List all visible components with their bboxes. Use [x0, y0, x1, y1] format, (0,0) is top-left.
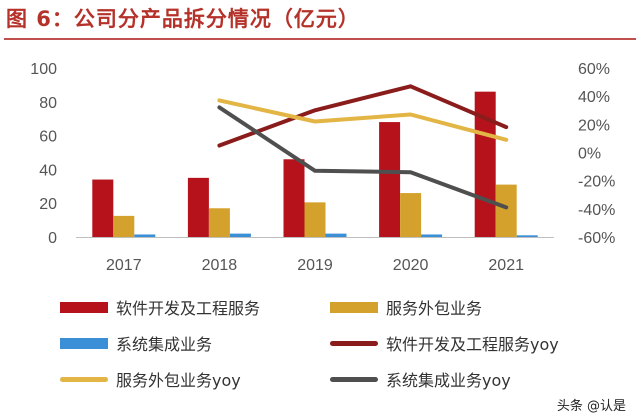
line-series-0: [217, 84, 509, 148]
chart-plot: 0 20 40 60 80 100 -60% -40% -20% 0% 20% 40% 60% 201…: [30, 61, 615, 274]
legend-item-integration: 系统集成业务: [60, 328, 212, 358]
x-tick-label: 2020: [393, 257, 429, 274]
legend: 软件开发及工程服务 服务外包业务 系统集成业务 软件开发及工程服务yoy 服务外…: [0, 286, 640, 394]
y-right-tick-label: 0%: [578, 146, 601, 163]
bar-2-2021: [516, 235, 538, 237]
bar-2-2017: [134, 234, 156, 237]
bar-2-2019: [325, 233, 347, 237]
bar-1-2017: [113, 215, 135, 237]
y-right-tick-label: 20%: [578, 117, 610, 134]
legend-label-outsourcing: 服务外包业务: [386, 299, 483, 318]
bar-2-2020: [421, 234, 443, 237]
legend-swatch-outsourcing-yoy: [60, 376, 108, 382]
bar-0-2020: [379, 122, 401, 237]
bar-1-2018: [208, 208, 230, 237]
bar-1-2020: [400, 193, 422, 237]
legend-swatch-integration: [60, 337, 108, 349]
legend-item-outsourcing-yoy: 服务外包业务yoy: [60, 364, 241, 394]
x-tick-label: 2017: [106, 257, 142, 274]
legend-label-integration: 系统集成业务: [116, 335, 213, 354]
legend-label-integration-yoy: 系统集成业务yoy: [386, 371, 511, 390]
legend-label-software: 软件开发及工程服务: [116, 299, 261, 318]
y-right-tick-label: 60%: [578, 61, 610, 78]
x-tick-label: 2019: [297, 257, 333, 274]
legend-swatch-software: [60, 301, 108, 313]
legend-swatch-integration-yoy: [330, 376, 378, 382]
bar-2-2018: [229, 233, 251, 237]
y-left-tick-label: 40: [39, 162, 57, 179]
y-left-tick-label: 0: [48, 230, 57, 247]
x-axis-labels: 2017 2018 2019 2020 2021: [106, 257, 524, 274]
bar-0-2018: [187, 177, 209, 237]
legend-item-software-yoy: 软件开发及工程服务yoy: [330, 328, 559, 358]
y-left-tick-label: 60: [39, 129, 57, 146]
line-series-1: [217, 98, 509, 142]
legend-item-software: 软件开发及工程服务: [60, 292, 260, 322]
y-left-tick-label: 100: [30, 61, 57, 78]
y-right-axis: -60% -40% -20% 0% 20% 40% 60%: [578, 61, 615, 247]
x-tick-label: 2021: [488, 257, 524, 274]
bar-1-2021: [495, 184, 517, 237]
legend-item-integration-yoy: 系统集成业务yoy: [330, 364, 511, 394]
legend-label-software-yoy: 软件开发及工程服务yoy: [386, 335, 559, 354]
y-right-tick-label: 40%: [578, 89, 610, 106]
line-series-2: [217, 105, 509, 210]
y-left-tick-label: 80: [39, 95, 57, 112]
y-right-tick-label: -20%: [578, 174, 615, 191]
x-tick-label: 2018: [202, 257, 238, 274]
y-right-tick-label: -60%: [578, 230, 615, 247]
bar-0-2017: [92, 179, 114, 237]
legend-swatch-outsourcing: [330, 301, 378, 313]
bar-0-2019: [283, 159, 305, 237]
legend-item-outsourcing: 服务外包业务: [330, 292, 482, 322]
title-divider: [4, 38, 636, 40]
watermark: 头条 @认是: [556, 399, 626, 414]
bar-1-2019: [304, 202, 326, 237]
line-series-group: [217, 84, 509, 210]
legend-swatch-software-yoy: [330, 340, 378, 346]
y-left-tick-label: 20: [39, 196, 57, 213]
y-right-tick-label: -40%: [578, 202, 615, 219]
chart-title: 图 6：公司分产品拆分情况（亿元）: [6, 7, 360, 31]
legend-label-outsourcing-yoy: 服务外包业务yoy: [116, 371, 241, 390]
y-left-axis: 0 20 40 60 80 100: [30, 61, 57, 247]
